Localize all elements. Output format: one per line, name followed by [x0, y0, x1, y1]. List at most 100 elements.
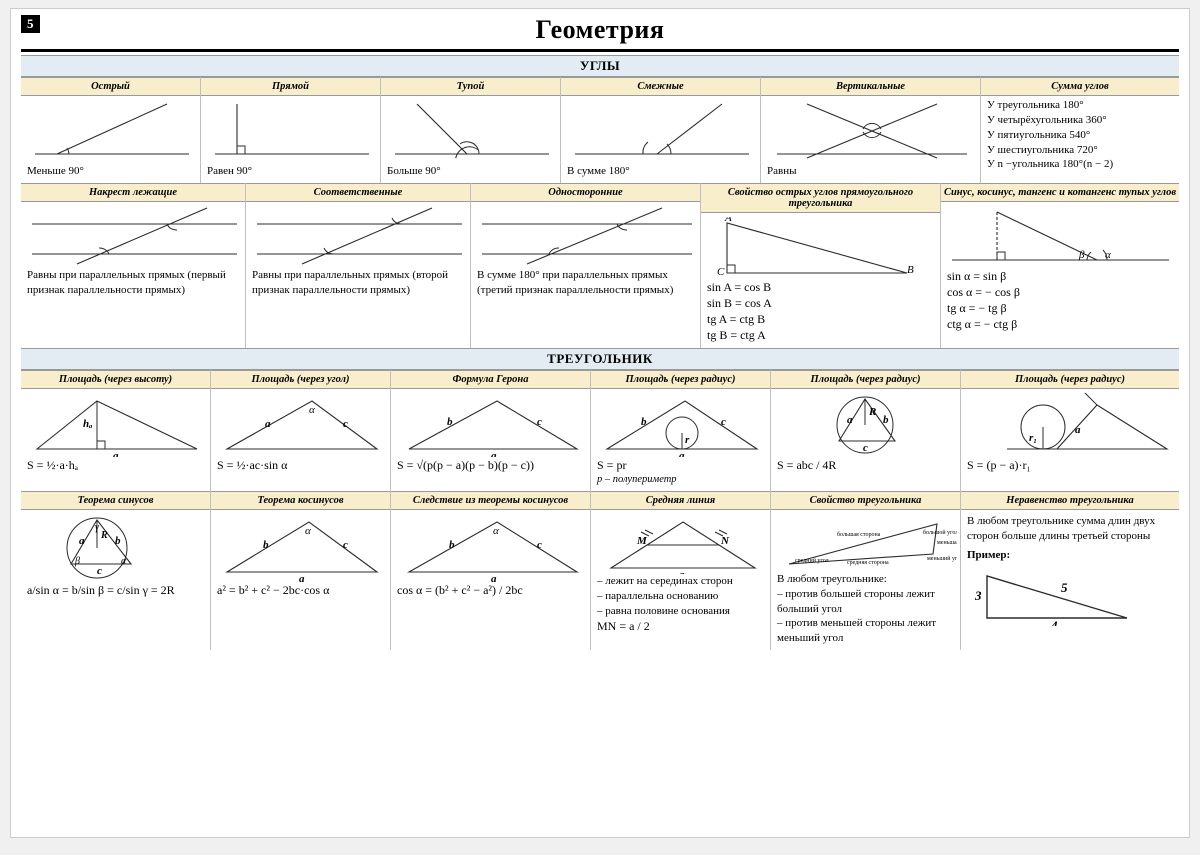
anglesum-l1: У четырёхугольника 360°: [987, 113, 1173, 128]
cell-alternate: Накрест лежащие Равны при параллельных п…: [21, 183, 246, 348]
cell-obtuse-trig: Синус, косинус, тангенс и котангенс тупы…: [941, 183, 1179, 348]
svg-text:B: B: [907, 264, 914, 276]
svg-text:c: c: [537, 416, 542, 428]
svg-text:α: α: [121, 556, 127, 567]
svg-text:β: β: [1078, 249, 1085, 261]
ml-2: – равна половине основания: [597, 604, 764, 619]
svg-text:b: b: [449, 539, 455, 551]
svg-text:большой угол: большой угол: [923, 529, 957, 536]
svg-text:α: α: [309, 404, 315, 416]
cell-area-inradius: Площадь (через радиус) b c r a S = pr p …: [591, 370, 771, 491]
f-area-circ: S = abc / 4R: [777, 457, 954, 473]
rt-f0: sin A = cos B: [707, 279, 934, 295]
svg-text:меньшая: меньшая: [937, 540, 957, 546]
hdr-corresponding: Соответственные: [246, 183, 470, 202]
hdr-area-ex: Площадь (через радиус): [961, 370, 1179, 389]
hdr-midline: Средняя линия: [591, 491, 770, 510]
hdr-sines: Теорема синусов: [21, 491, 210, 510]
svg-text:a: a: [847, 414, 853, 426]
svg-text:большая сторона: большая сторона: [837, 531, 881, 538]
angles-row-1: Острый Меньше 90° Прямой Равен 90°: [21, 77, 1179, 183]
ot-f0: sin α = sin β: [947, 268, 1173, 284]
cell-area-height: Площадь (через высоту) hₐ a S = ½·a·hₐ: [21, 370, 211, 491]
hdr-area-h: Площадь (через высоту): [21, 370, 210, 389]
cap-cointerior: В сумме 180° при параллельных прямых (тр…: [477, 268, 694, 298]
section-angles: УГЛЫ: [21, 55, 1179, 77]
f-sines: a/sin α = b/sin β = c/sin γ = 2R: [27, 582, 204, 598]
svg-text:b: b: [883, 414, 889, 426]
f-area-inr-sub: p – полупериметр: [597, 473, 764, 487]
svg-text:β: β: [74, 556, 80, 567]
svg-text:c: c: [343, 539, 348, 551]
svg-text:c: c: [721, 416, 726, 428]
ot-f3: ctg α = − ctg β: [947, 316, 1173, 332]
cell-rt-triangle-angles: Свойство острых углов прямоугольного тре…: [701, 183, 941, 348]
hdr-alternate: Накрест лежащие: [21, 183, 245, 202]
hdr-heron: Формула Герона: [391, 370, 590, 389]
cell-law-sines: Теорема синусов R a b c β γ α a/sin α = …: [21, 491, 211, 650]
svg-text:c: c: [97, 565, 102, 577]
svg-text:b: b: [263, 539, 269, 551]
svg-text:a: a: [491, 573, 497, 582]
hdr-acute: Острый: [21, 77, 200, 96]
cell-heron: Формула Герона b c a S = √(p(p − a)(p − …: [391, 370, 591, 491]
f-cosines: a² = b² + c² − 2bc·cos α: [217, 582, 384, 598]
cell-vertical: Вертикальные Равны: [761, 77, 981, 183]
svg-text:c: c: [343, 418, 348, 430]
cell-area-circum: Площадь (через радиус) R a b c S = abc /…: [771, 370, 961, 491]
hdr-right: Прямой: [201, 77, 380, 96]
sa-1: – против большей стороны лежит больший у…: [777, 587, 954, 617]
svg-text:R: R: [100, 530, 108, 541]
page-number-badge: 5: [21, 15, 40, 33]
page: 5 Геометрия УГЛЫ Острый Меньше 90° Прямо…: [10, 8, 1190, 838]
hdr-area-circ: Площадь (через радиус): [771, 370, 960, 389]
hdr-cosines: Теорема косинусов: [211, 491, 390, 510]
ot-f2: tg α = − tg β: [947, 300, 1173, 316]
ml-0: – лежит на серединах сторон: [597, 574, 764, 589]
cap-corresponding: Равны при параллельных прямых (второй пр…: [252, 268, 464, 298]
ot-f1: cos α = − cos β: [947, 284, 1173, 300]
hdr-ineq: Неравенство треугольника: [961, 491, 1179, 510]
ml-1: – параллельна основанию: [597, 589, 764, 604]
svg-text:3: 3: [974, 588, 982, 603]
svg-text:средняя сторона: средняя сторона: [847, 560, 889, 566]
f-heron: S = √(p(p − a)(p − b)(p − c)): [397, 457, 584, 473]
hdr-cointerior: Односторонние: [471, 183, 700, 202]
svg-text:c: c: [863, 442, 868, 454]
svg-text:M: M: [636, 535, 648, 547]
tri-row-1: Площадь (через высоту) hₐ a S = ½·a·hₐ П…: [21, 370, 1179, 491]
page-title: Геометрия: [21, 15, 1179, 47]
rt-f2: tg A = ctg B: [707, 311, 934, 327]
anglesum-l3: У шестиугольника 720°: [987, 143, 1173, 158]
rt-f1: sin B = cos A: [707, 295, 934, 311]
svg-text:R: R: [868, 406, 876, 418]
cap-adjacent: В сумме 180°: [567, 164, 754, 179]
cell-cointerior: Односторонние В сумме 180° при параллель…: [471, 183, 701, 348]
svg-text:α: α: [305, 525, 311, 537]
svg-text:A: A: [724, 217, 732, 224]
hdr-sideangle: Свойство треугольника: [771, 491, 960, 510]
svg-text:5: 5: [1061, 580, 1068, 595]
cell-acute: Острый Меньше 90°: [21, 77, 201, 183]
cell-side-angle-prop: Свойство треугольника большая сторона бо…: [771, 491, 961, 650]
f-area-angle: S = ½·ac·sin α: [217, 457, 384, 473]
f-area-inr: S = pr: [597, 457, 764, 473]
ineq-0: В любом треугольнике сумма длин двух сто…: [967, 514, 1173, 544]
svg-text:b: b: [115, 535, 121, 547]
cap-acute: Меньше 90°: [27, 164, 194, 179]
svg-text:a: a: [113, 450, 119, 457]
svg-text:b: b: [447, 416, 453, 428]
ineq-ex-label: Пример:: [967, 548, 1173, 563]
svg-text:средний угол: средний угол: [795, 557, 829, 564]
title-rule: [21, 49, 1179, 52]
cell-law-cosines: Теорема косинусов α b c a a² = b² + c² −…: [211, 491, 391, 650]
hdr-area-inr: Площадь (через радиус): [591, 370, 770, 389]
svg-text:α: α: [493, 525, 499, 537]
sa-0: В любом треугольнике:: [777, 572, 954, 587]
svg-text:r₁: r₁: [1029, 432, 1037, 444]
section-triangle: ТРЕУГОЛЬНИК: [21, 348, 1179, 370]
svg-text:a: a: [679, 450, 685, 457]
svg-text:a: a: [265, 418, 271, 430]
svg-text:a: a: [79, 535, 85, 547]
tri-row-2: Теорема синусов R a b c β γ α a/sin α = …: [21, 491, 1179, 650]
